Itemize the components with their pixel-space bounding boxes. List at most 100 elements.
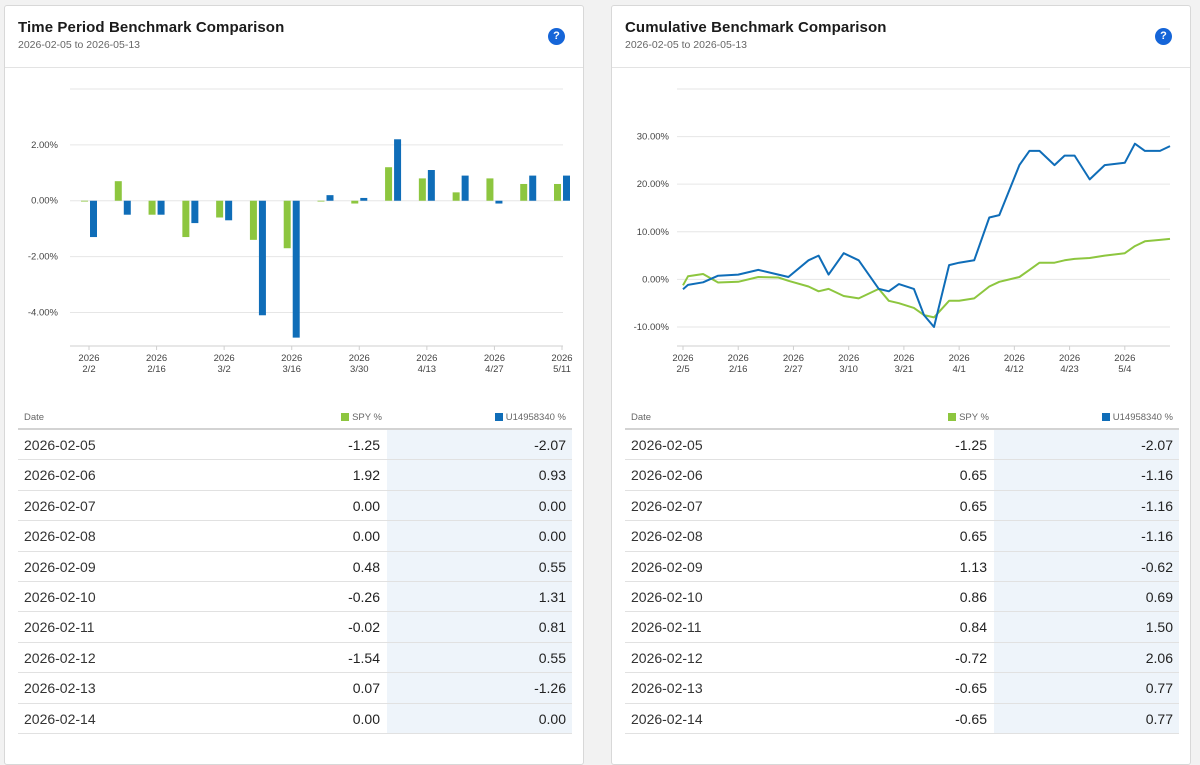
cell-account: 0.77	[1145, 710, 1173, 727]
x-tick-label: 2026	[728, 353, 749, 364]
cell-spy: 0.86	[959, 588, 987, 605]
cell-spy: -0.26	[348, 588, 380, 605]
account-bar	[394, 139, 402, 201]
x-tick-label: 4/27	[485, 364, 504, 375]
table-row: 2026-02-09 0.48 0.55	[18, 551, 572, 582]
table-row: 2026-02-08 0.00 0.00	[18, 521, 572, 552]
cell-spy: 0.65	[959, 497, 987, 514]
panel-title: Cumulative Benchmark Comparison	[625, 19, 887, 36]
table-body: 2026-02-05 -1.25 -2.07 2026-02-06 0.65 -1.16 2…	[625, 430, 1179, 734]
table-row: 2026-02-13 -0.65 0.77	[625, 673, 1179, 704]
column-header-spy[interactable]: SPY %	[341, 412, 382, 423]
account-bar	[427, 170, 435, 201]
cell-account: -1.16	[1141, 528, 1173, 545]
x-tick-label: 2026	[672, 353, 693, 364]
cell-account: -1.16	[1141, 467, 1173, 484]
spy-bar	[81, 200, 88, 202]
table-row: 2026-02-07 0.00 0.00	[18, 490, 572, 522]
account-column-highlight	[994, 490, 1179, 521]
cell-spy: 0.00	[352, 528, 380, 545]
x-tick-label: 2/16	[729, 364, 748, 375]
panel-date-range: 2026-02-05 to 2026-05-13	[625, 39, 748, 51]
cell-account: 1.31	[538, 588, 566, 605]
cell-date: 2026-02-07	[24, 497, 96, 514]
account-bar	[360, 197, 368, 201]
account-column-highlight	[994, 612, 1179, 642]
table-row: 2026-02-12 -1.54 0.55	[18, 642, 572, 674]
x-tick-label: 4/13	[418, 364, 437, 375]
account-swatch	[494, 413, 503, 421]
cell-date: 2026-02-06	[24, 467, 96, 484]
x-tick-label: 2026	[1114, 353, 1135, 364]
spy-bar	[283, 200, 291, 249]
table-row: 2026-02-13 0.07 -1.26	[18, 673, 572, 704]
y-tick-label: 2.00%	[31, 140, 58, 151]
account-swatch	[1101, 413, 1110, 421]
y-tick-label: 10.00%	[637, 227, 670, 238]
y-tick-label: -2.00%	[28, 252, 59, 263]
y-tick-label: 0.00%	[642, 274, 669, 285]
x-tick-label: 2026	[949, 353, 970, 364]
account-bar	[529, 175, 537, 201]
spy-bar	[114, 181, 122, 201]
spy-bar	[317, 200, 325, 202]
cell-spy: -0.02	[348, 619, 380, 636]
account-bar	[461, 175, 469, 201]
account-column-highlight	[387, 430, 572, 460]
column-header-account[interactable]: U14958340 %	[494, 412, 566, 423]
cell-spy: 0.00	[352, 710, 380, 727]
column-header-account[interactable]: U14958340 %	[1101, 412, 1173, 423]
x-tick-label: 2/27	[784, 364, 803, 375]
table-row: 2026-02-05 -1.25 -2.07	[625, 430, 1179, 461]
cell-account: 0.55	[538, 558, 566, 575]
cell-account: 0.00	[538, 497, 566, 514]
x-tick-label: 2026	[416, 353, 437, 364]
cell-account: 0.00	[538, 710, 566, 727]
cell-date: 2026-02-08	[24, 528, 96, 545]
account-column-highlight	[387, 642, 572, 673]
account-column-highlight	[994, 642, 1179, 673]
help-icon[interactable]: ?	[548, 28, 565, 45]
help-icon[interactable]: ?	[1155, 28, 1172, 45]
x-tick-label: 2026	[1059, 353, 1080, 364]
spy-bar	[351, 200, 359, 204]
x-tick-label: 2/5	[676, 364, 689, 375]
account-bar	[292, 200, 300, 338]
cell-spy: 0.84	[959, 619, 987, 636]
account-bar	[157, 200, 165, 215]
spy-swatch	[948, 413, 957, 421]
x-tick-label: 4/23	[1060, 364, 1079, 375]
cell-date: 2026-02-05	[631, 437, 703, 453]
cell-date: 2026-02-13	[24, 680, 96, 697]
account-column-highlight	[994, 581, 1179, 612]
spy-bar	[418, 178, 426, 201]
x-tick-label: 2026	[783, 353, 804, 364]
cell-spy: 1.92	[352, 467, 380, 484]
cell-spy: 0.07	[352, 680, 380, 697]
x-tick-label: 2026	[146, 353, 167, 364]
column-header-spy[interactable]: SPY %	[948, 412, 989, 423]
y-tick-label: 0.00%	[31, 196, 58, 207]
y-tick-label: -4.00%	[28, 307, 59, 318]
account-column-highlight	[387, 703, 572, 733]
column-header-date[interactable]: Date	[24, 412, 45, 423]
cell-account: 2.06	[1145, 649, 1173, 666]
spy-bar	[148, 200, 156, 215]
x-tick-label: 2/16	[147, 364, 166, 375]
cell-date: 2026-02-13	[631, 680, 703, 697]
cell-date: 2026-02-10	[24, 588, 96, 605]
cell-account: -2.07	[1141, 437, 1173, 453]
account-bar	[326, 195, 334, 201]
table-row: 2026-02-11 0.84 1.50	[625, 612, 1179, 643]
account-bar	[258, 200, 266, 316]
y-tick-label: 30.00%	[637, 132, 670, 143]
cell-account: 0.93	[538, 467, 566, 484]
cell-account: 0.77	[1145, 680, 1173, 697]
cell-spy: -1.25	[955, 437, 987, 453]
account-bar	[563, 175, 570, 201]
cell-account: -1.26	[534, 680, 566, 697]
column-header-date[interactable]: Date	[631, 412, 652, 423]
panel-header: Cumulative Benchmark Comparison 2026-02-…	[612, 6, 1190, 68]
table-body: 2026-02-05 -1.25 -2.07 2026-02-06 1.92 0.93 20…	[18, 430, 572, 734]
spy-bar	[486, 178, 494, 201]
